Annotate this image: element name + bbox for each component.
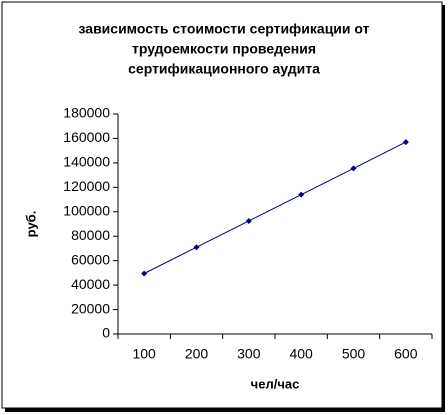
data-point <box>141 270 148 277</box>
frame <box>1 1 443 409</box>
y-tick-label: 140000 <box>63 154 110 170</box>
y-tick-label: 80000 <box>71 227 110 243</box>
y-tick-label: 60000 <box>71 251 110 267</box>
chart-title: зависимость стоимости сертификации от <box>79 21 370 37</box>
y-tick-label: 0 <box>102 325 110 341</box>
x-tick-label: 100 <box>132 346 156 362</box>
x-tick-label: 500 <box>342 346 366 362</box>
chart-title: сертификационного аудита <box>128 61 320 77</box>
chart-title: трудоемкости проведения <box>132 41 316 57</box>
x-tick-label: 400 <box>289 346 313 362</box>
data-point <box>193 244 200 251</box>
y-tick-label: 100000 <box>63 202 110 218</box>
data-point <box>402 139 409 146</box>
data-point <box>350 165 357 172</box>
x-tick-label: 600 <box>394 346 418 362</box>
y-tick-label: 120000 <box>63 178 110 194</box>
y-tick-label: 180000 <box>63 105 110 121</box>
x-tick-label: 300 <box>237 346 261 362</box>
series-line <box>143 141 407 274</box>
y-axis-label: руб. <box>23 211 38 238</box>
y-tick-label: 20000 <box>71 300 110 316</box>
y-tick-label: 160000 <box>63 129 110 145</box>
x-tick-label: 200 <box>185 346 209 362</box>
data-point <box>298 191 305 198</box>
data-point <box>245 217 252 224</box>
y-tick-label: 40000 <box>71 276 110 292</box>
x-axis-label: чел/час <box>251 376 300 391</box>
